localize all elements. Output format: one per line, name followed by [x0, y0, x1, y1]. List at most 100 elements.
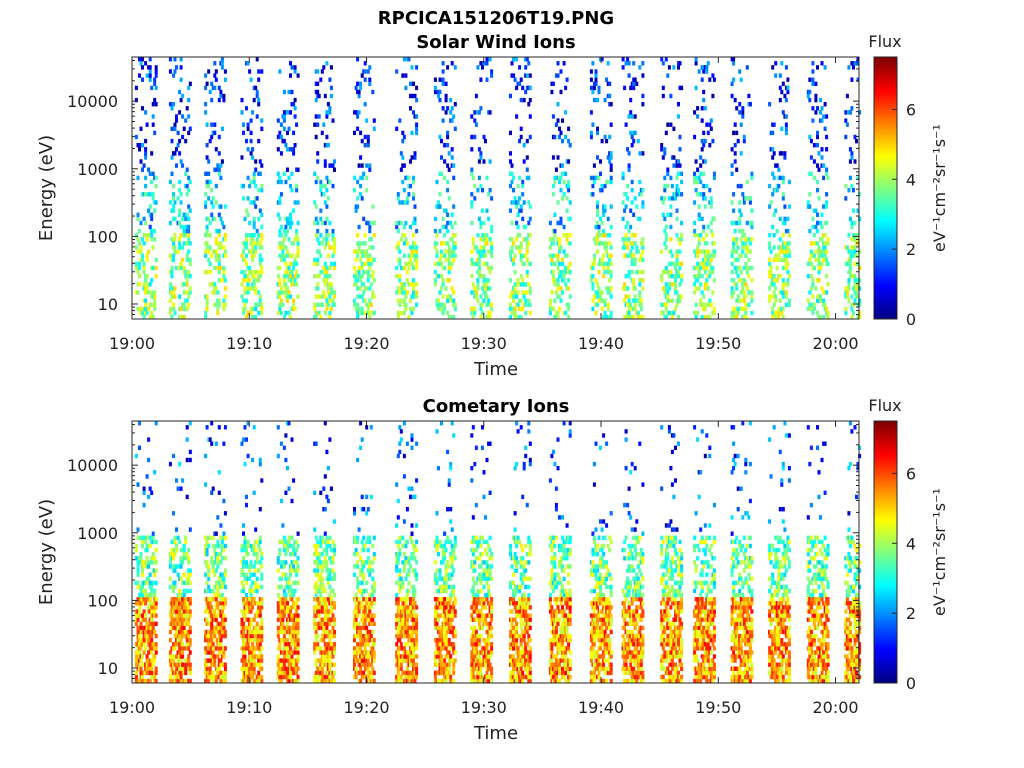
heatmap-cell: [204, 102, 208, 107]
heatmap-cell: [214, 629, 218, 635]
heatmap-cell: [222, 224, 226, 230]
heatmap-cell: [641, 61, 645, 66]
heatmap-cell: [178, 588, 182, 594]
heatmap-cell: [363, 134, 367, 140]
heatmap-cell: [750, 171, 754, 176]
heatmap-cell: [249, 658, 253, 663]
heatmap-cell: [219, 265, 223, 271]
heatmap-cell: [820, 237, 824, 242]
heatmap-cell: [771, 130, 775, 136]
heatmap-cell: [242, 122, 245, 127]
heatmap-cell: [223, 278, 227, 283]
heatmap-cell: [641, 278, 645, 283]
heatmap-cell: [217, 633, 221, 639]
colorbar-swatch: [874, 132, 897, 136]
heatmap-cell: [293, 65, 297, 70]
heatmap-cell: [856, 61, 860, 66]
heatmap-cell: [284, 433, 288, 438]
heatmap-cell: [148, 486, 152, 491]
heatmap-cell: [677, 102, 680, 107]
heatmap-cell: [188, 580, 192, 586]
heatmap-cell: [257, 670, 261, 676]
heatmap-cell: [185, 278, 189, 283]
heatmap-cell: [325, 134, 329, 140]
heatmap-cell: [320, 183, 324, 189]
heatmap-cell: [178, 110, 182, 115]
heatmap-cell: [661, 85, 665, 91]
heatmap-cell: [286, 543, 289, 549]
heatmap-cell: [677, 65, 680, 70]
heatmap-cell: [153, 572, 157, 577]
heatmap-cell: [485, 57, 489, 62]
heatmap-cell: [151, 662, 155, 667]
colorbar-swatch: [874, 177, 897, 181]
heatmap-cell: [357, 245, 361, 250]
heatmap-cell: [806, 261, 810, 267]
heatmap-cell: [313, 261, 317, 267]
heatmap-cell: [702, 192, 706, 197]
heatmap-cell: [732, 310, 736, 316]
heatmap-cell: [561, 196, 564, 201]
heatmap-cell: [624, 192, 628, 197]
heatmap-cell: [768, 102, 772, 107]
colorbar-swatch: [874, 292, 897, 295]
heatmap-cell: [278, 539, 282, 545]
heatmap-cell: [675, 192, 679, 197]
heatmap-cell: [220, 584, 224, 590]
heatmap-cell: [485, 61, 489, 66]
heatmap-cell: [553, 179, 557, 185]
heatmap-cell: [525, 257, 529, 262]
heatmap-cell: [670, 314, 674, 320]
heatmap-cell: [745, 245, 749, 250]
heatmap-cell: [410, 261, 414, 267]
heatmap-cell: [680, 278, 684, 283]
heatmap-cell: [356, 310, 360, 316]
heatmap-cell: [168, 310, 172, 316]
heatmap-cell: [176, 535, 180, 540]
heatmap-cell: [246, 122, 250, 127]
heatmap-cell: [249, 543, 253, 549]
heatmap-cell: [844, 286, 848, 291]
heatmap-cell: [187, 609, 191, 614]
heatmap-cell: [672, 65, 676, 70]
heatmap-cell: [599, 57, 602, 62]
heatmap-cell: [187, 547, 191, 553]
heatmap-cell: [372, 118, 376, 123]
heatmap-cell: [357, 269, 361, 275]
heatmap-cell: [678, 241, 682, 246]
heatmap-cell: [172, 564, 175, 569]
heatmap-cell: [139, 126, 143, 131]
heatmap-cell: [290, 241, 294, 246]
heatmap-cell: [317, 625, 321, 631]
heatmap-cell: [147, 625, 151, 631]
heatmap-cell: [217, 233, 221, 238]
heatmap-cell: [144, 646, 148, 651]
heatmap-cell: [525, 155, 529, 160]
heatmap-cell: [696, 167, 700, 172]
heatmap-cell: [568, 269, 572, 275]
heatmap-cell: [738, 220, 742, 226]
heatmap-cell: [512, 175, 515, 181]
heatmap-cell: [490, 265, 494, 271]
heatmap-cell: [548, 253, 552, 258]
heatmap-cell: [141, 167, 144, 172]
heatmap-cell: [443, 253, 447, 258]
heatmap-cell: [609, 163, 613, 168]
heatmap-cell: [509, 151, 512, 156]
heatmap-cell: [172, 102, 175, 107]
heatmap-cell: [255, 625, 259, 631]
heatmap-cell: [775, 265, 779, 271]
heatmap-cell: [778, 73, 782, 78]
heatmap-cell: [433, 278, 437, 283]
heatmap-cell: [243, 257, 247, 262]
heatmap-cell: [211, 85, 215, 91]
heatmap-cell: [524, 89, 528, 95]
colorbar-swatch: [874, 97, 897, 101]
heatmap-cell: [286, 547, 289, 553]
heatmap-cell: [249, 638, 253, 643]
heatmap-cell: [629, 110, 633, 115]
heatmap-cell: [217, 171, 221, 176]
heatmap-cell: [402, 241, 406, 246]
heatmap-cell: [599, 188, 602, 193]
colorbar-swatch: [874, 269, 897, 273]
